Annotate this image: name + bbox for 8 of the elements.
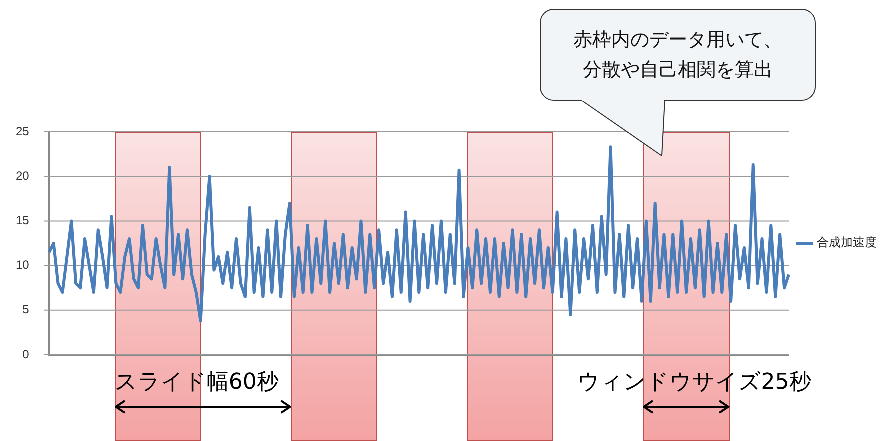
y-tick-label: 0 bbox=[22, 347, 30, 362]
y-tick-label: 10 bbox=[16, 258, 30, 272]
y-tick-label: 15 bbox=[16, 214, 30, 228]
y-tick-label: 20 bbox=[16, 168, 30, 183]
y-tick-label: 25 bbox=[16, 124, 30, 138]
legend-label: 合成加速度 bbox=[817, 236, 877, 250]
text: スライド幅60秒 bbox=[114, 369, 279, 397]
y-tick-label: 5 bbox=[22, 302, 30, 317]
